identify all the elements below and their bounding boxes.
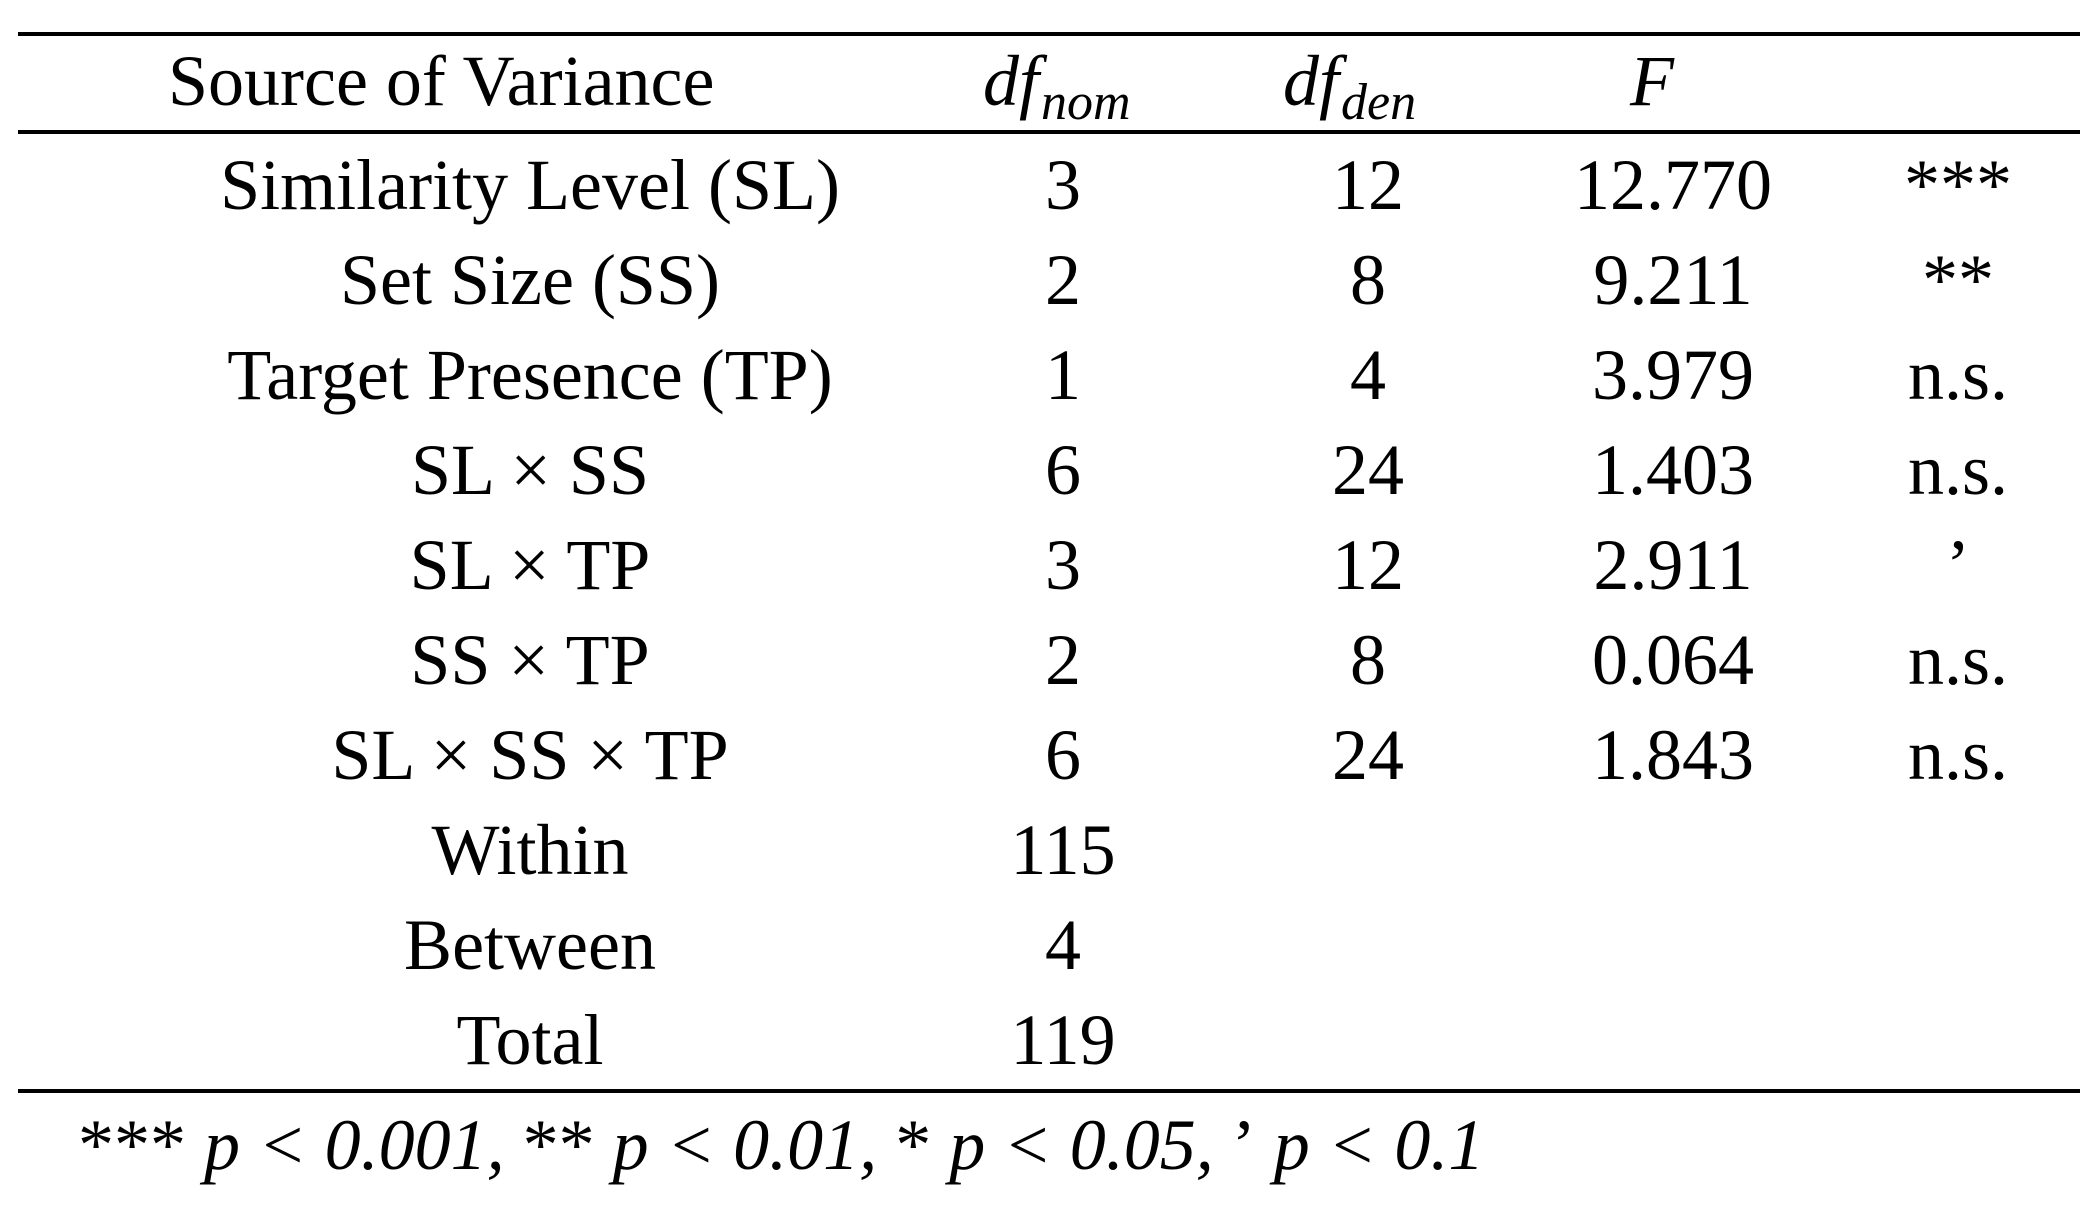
row-df-nom: 115 xyxy=(1010,810,1116,890)
row-f-value: 0.064 xyxy=(1592,620,1754,700)
row-source: Target Presence (TP) xyxy=(227,335,833,415)
row-source: Within xyxy=(431,810,629,890)
footnote-text-1: p < 0.1 xyxy=(1255,1105,1485,1185)
header-df-den: dfden xyxy=(1283,34,1416,136)
table-row: SL × SS × TP 6 24 1.843 n.s. xyxy=(18,708,2080,802)
row-source: SL × SS × TP xyxy=(331,715,729,795)
header-df-nom-sub: nom xyxy=(1041,74,1131,131)
row-df-den: 4 xyxy=(1350,335,1386,415)
row-source: SS × TP xyxy=(410,620,650,700)
footnote-marker-1star: * xyxy=(895,1105,932,1185)
row-source: SL × TP xyxy=(409,525,651,605)
header-f: F xyxy=(1630,41,1674,121)
row-significance: n.s. xyxy=(1907,715,2009,795)
table-row: Between 4 xyxy=(18,898,2080,992)
table-header-rule xyxy=(18,130,2080,134)
table-row: SL × TP 3 12 2.911 ’ xyxy=(18,518,2080,612)
row-source: Similarity Level (SL) xyxy=(220,145,840,225)
row-significance: *** xyxy=(1904,145,2012,225)
row-significance: ’ xyxy=(1946,525,1970,605)
table-header-row: Source of Variance dfnom dfden F xyxy=(18,40,2080,131)
row-f-value: 1.843 xyxy=(1592,715,1754,795)
row-significance: ** xyxy=(1922,240,1994,320)
row-f-value: 1.403 xyxy=(1592,430,1754,510)
row-significance: n.s. xyxy=(1907,620,2009,700)
row-df-nom: 4 xyxy=(1045,905,1081,985)
row-df-nom: 3 xyxy=(1045,145,1081,225)
footnote-text-05: p < 0.05, xyxy=(931,1105,1232,1185)
header-source-of-variance: Source of Variance xyxy=(168,41,715,121)
row-source: Set Size (SS) xyxy=(339,240,720,320)
table-row: Similarity Level (SL) 3 12 12.770 *** xyxy=(18,138,2080,232)
row-f-value: 9.211 xyxy=(1593,240,1753,320)
row-f-value: 12.770 xyxy=(1574,145,1772,225)
header-df-den-main: df xyxy=(1283,41,1340,121)
header-df-den-sub: den xyxy=(1341,74,1417,131)
row-df-den: 8 xyxy=(1350,620,1386,700)
row-df-nom: 6 xyxy=(1045,430,1081,510)
footnote-marker-3star: *** xyxy=(78,1105,186,1185)
table-top-rule xyxy=(18,32,2080,36)
row-source: Total xyxy=(456,1000,604,1080)
row-df-den: 24 xyxy=(1332,430,1404,510)
table-row: Total 119 xyxy=(18,993,2080,1087)
row-source: SL × SS xyxy=(410,430,650,510)
table-row: Within 115 xyxy=(18,803,2080,897)
header-df-nom: dfnom xyxy=(983,34,1131,136)
row-df-den: 12 xyxy=(1332,525,1404,605)
row-f-value: 2.911 xyxy=(1593,525,1753,605)
row-df-den: 8 xyxy=(1350,240,1386,320)
row-significance: n.s. xyxy=(1907,335,2009,415)
header-df-nom-main: df xyxy=(983,41,1040,121)
footnote-marker-apostrophe: ’ xyxy=(1231,1105,1256,1185)
row-df-nom: 2 xyxy=(1045,620,1081,700)
footnote-text-001: p < 0.001, xyxy=(186,1105,523,1185)
table-row: SS × TP 2 8 0.064 n.s. xyxy=(18,613,2080,707)
significance-footnote: *** p < 0.001, ** p < 0.01, * p < 0.05, … xyxy=(78,1098,1484,1192)
row-source: Between xyxy=(404,905,656,985)
row-df-nom: 3 xyxy=(1045,525,1081,605)
table-row: Target Presence (TP) 1 4 3.979 n.s. xyxy=(18,328,2080,422)
footnote-text-01: p < 0.01, xyxy=(594,1105,896,1185)
row-df-nom: 1 xyxy=(1045,335,1081,415)
table-row: SL × SS 6 24 1.403 n.s. xyxy=(18,423,2080,517)
table-row: Set Size (SS) 2 8 9.211 ** xyxy=(18,233,2080,327)
row-df-nom: 6 xyxy=(1045,715,1081,795)
table-bottom-rule xyxy=(18,1089,2080,1093)
row-df-nom: 2 xyxy=(1045,240,1081,320)
row-df-den: 12 xyxy=(1332,145,1404,225)
row-df-nom: 119 xyxy=(1010,1000,1116,1080)
footnote-marker-2star: ** xyxy=(522,1105,595,1185)
row-f-value: 3.979 xyxy=(1592,335,1754,415)
row-significance: n.s. xyxy=(1907,430,2009,510)
row-df-den: 24 xyxy=(1332,715,1404,795)
